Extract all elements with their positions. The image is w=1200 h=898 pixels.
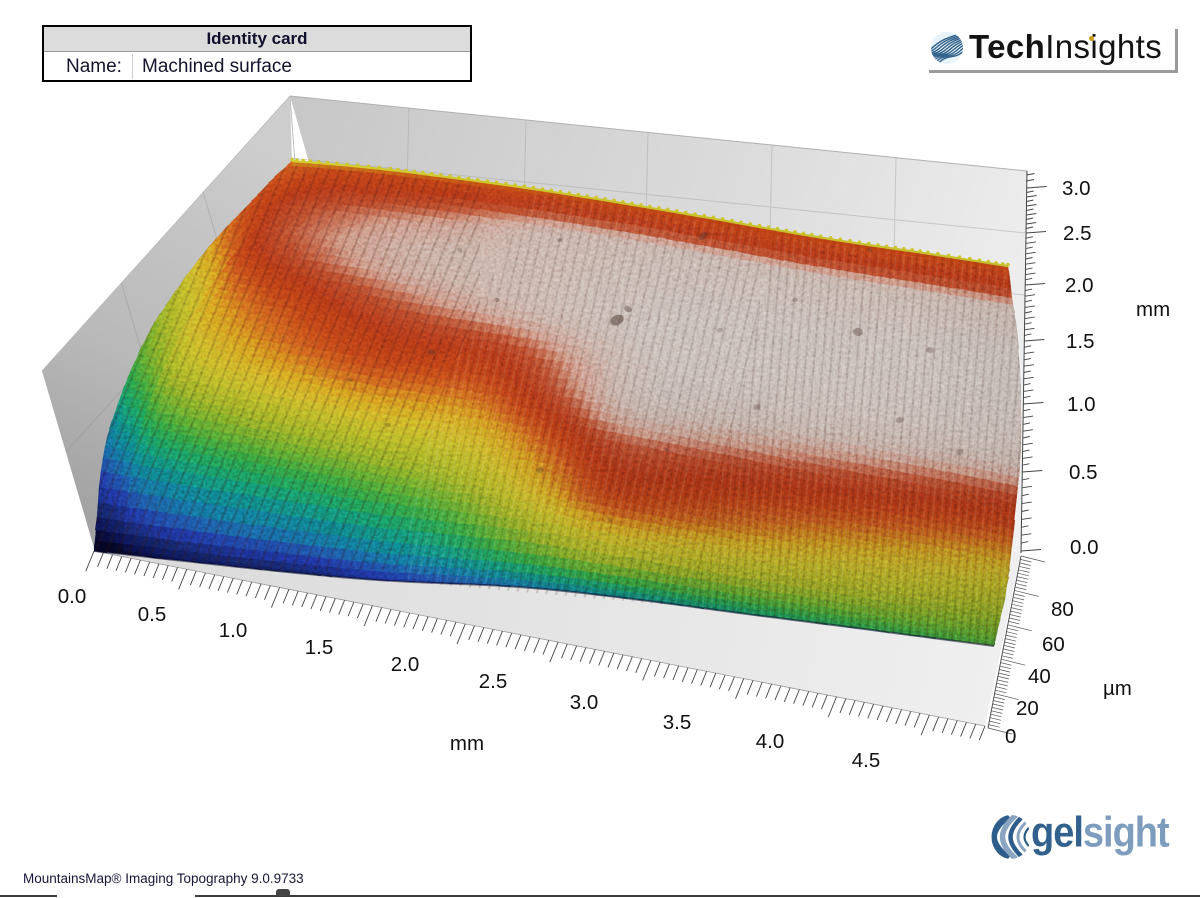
svg-text:mm: mm xyxy=(1136,298,1170,321)
svg-text:3.0: 3.0 xyxy=(1062,177,1091,200)
svg-text:1.0: 1.0 xyxy=(219,619,248,642)
svg-text:40: 40 xyxy=(1028,665,1051,688)
svg-text:4.0: 4.0 xyxy=(756,730,785,753)
svg-text:0.0: 0.0 xyxy=(1070,536,1099,559)
svg-text:2.5: 2.5 xyxy=(1063,222,1092,245)
svg-text:2.0: 2.0 xyxy=(391,653,420,676)
svg-text:20: 20 xyxy=(1016,697,1039,720)
svg-text:2.5: 2.5 xyxy=(479,670,508,693)
svg-text:0.5: 0.5 xyxy=(1069,461,1098,484)
svg-text:µm: µm xyxy=(1103,677,1132,700)
svg-text:3.0: 3.0 xyxy=(570,691,599,714)
svg-text:1.5: 1.5 xyxy=(1066,330,1095,353)
svg-text:mm: mm xyxy=(450,732,484,755)
svg-text:0.0: 0.0 xyxy=(58,585,87,608)
svg-text:80: 80 xyxy=(1051,598,1074,621)
svg-text:3.5: 3.5 xyxy=(663,711,692,734)
svg-text:2.0: 2.0 xyxy=(1065,274,1094,297)
svg-text:1.0: 1.0 xyxy=(1067,393,1096,416)
svg-text:0: 0 xyxy=(1005,725,1016,748)
svg-text:4.5: 4.5 xyxy=(852,749,881,772)
svg-text:60: 60 xyxy=(1042,633,1065,656)
svg-text:0.5: 0.5 xyxy=(138,603,167,626)
svg-text:1.5: 1.5 xyxy=(305,636,334,659)
